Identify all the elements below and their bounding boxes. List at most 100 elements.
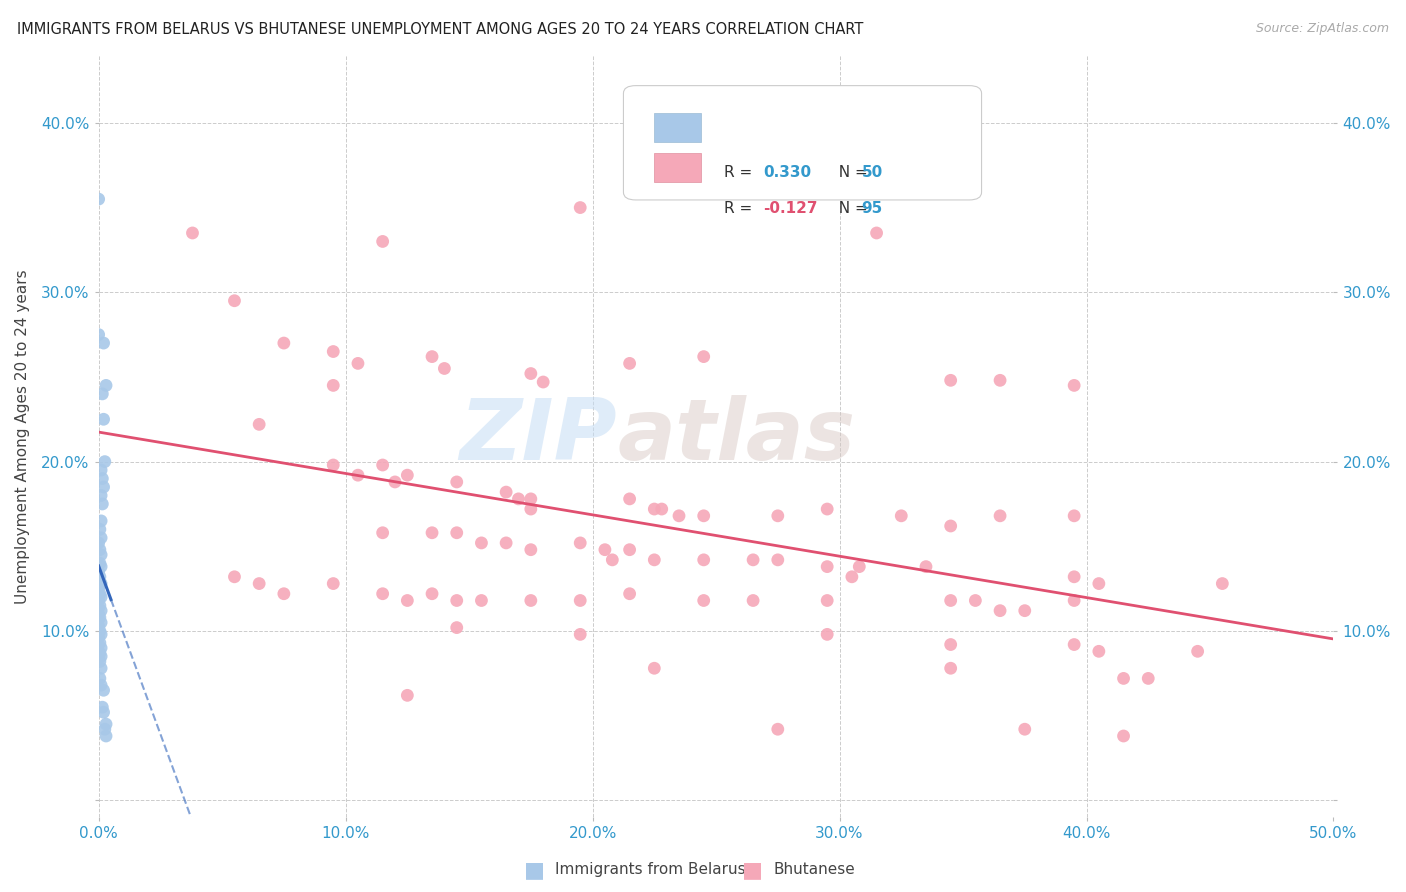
Point <box>93 683 115 698</box>
Point <box>495 485 517 500</box>
Point <box>90 463 112 477</box>
Point <box>1137 672 1160 686</box>
Point <box>668 508 690 523</box>
Point <box>531 375 554 389</box>
Point <box>273 336 295 351</box>
Point <box>224 293 246 308</box>
Point <box>766 723 789 737</box>
Point <box>89 587 111 601</box>
Point <box>94 723 117 737</box>
Point <box>91 700 114 714</box>
Point <box>1088 644 1111 658</box>
Point <box>815 502 838 516</box>
Point <box>224 570 246 584</box>
Point <box>396 593 419 607</box>
Point <box>347 356 370 370</box>
Point <box>91 471 114 485</box>
Point <box>988 508 1011 523</box>
Point <box>94 729 117 743</box>
Point <box>520 542 543 557</box>
Text: -0.127: -0.127 <box>763 201 818 216</box>
Point <box>247 576 270 591</box>
Point <box>94 455 117 469</box>
Point <box>939 373 962 387</box>
Point <box>89 610 111 624</box>
Point <box>89 646 111 660</box>
Point <box>322 576 344 591</box>
Point <box>247 417 270 432</box>
Text: N =: N = <box>830 201 873 216</box>
Point <box>1063 593 1085 607</box>
Point <box>593 542 616 557</box>
Point <box>915 559 938 574</box>
Point <box>1112 729 1135 743</box>
Point <box>890 508 912 523</box>
Point <box>1112 672 1135 686</box>
Text: ■: ■ <box>742 860 762 880</box>
FancyBboxPatch shape <box>623 86 981 200</box>
Point <box>273 587 295 601</box>
Point <box>89 655 111 669</box>
Point <box>520 367 543 381</box>
Point <box>371 235 394 249</box>
Point <box>91 387 114 401</box>
Point <box>693 350 716 364</box>
Point <box>939 638 962 652</box>
Point <box>965 593 987 607</box>
Point <box>87 582 110 596</box>
Point <box>89 636 111 650</box>
Point <box>90 531 112 545</box>
Point <box>1063 378 1085 392</box>
Point <box>90 649 112 664</box>
Point <box>94 717 117 731</box>
Point <box>569 627 592 641</box>
Point <box>89 624 111 638</box>
Point <box>643 502 665 516</box>
Text: Source: ZipAtlas.com: Source: ZipAtlas.com <box>1256 22 1389 36</box>
Point <box>396 468 419 483</box>
Point <box>569 201 592 215</box>
Point <box>420 587 443 601</box>
Point <box>693 508 716 523</box>
Point <box>90 640 112 655</box>
Point <box>1211 576 1233 591</box>
Text: 95: 95 <box>862 201 883 216</box>
Bar <box>654 153 702 182</box>
Point <box>766 508 789 523</box>
Point <box>322 378 344 392</box>
Point <box>602 553 624 567</box>
Point <box>495 536 517 550</box>
Point <box>89 570 111 584</box>
Point <box>988 604 1011 618</box>
Point <box>742 553 765 567</box>
Text: 0.330: 0.330 <box>763 165 811 180</box>
Text: ■: ■ <box>524 860 544 880</box>
Point <box>87 607 110 621</box>
Text: N =: N = <box>830 165 873 180</box>
Point <box>643 661 665 675</box>
Text: Immigrants from Belarus: Immigrants from Belarus <box>555 863 747 877</box>
Point <box>815 627 838 641</box>
Point <box>1063 638 1085 652</box>
Point <box>396 689 419 703</box>
Point <box>90 576 112 591</box>
Point <box>446 621 468 635</box>
Point <box>619 587 641 601</box>
Point <box>470 593 492 607</box>
Point <box>94 378 117 392</box>
Point <box>643 553 665 567</box>
Point <box>619 491 641 506</box>
Point <box>322 344 344 359</box>
Point <box>520 502 543 516</box>
Point <box>93 336 115 351</box>
Point <box>89 522 111 536</box>
Point <box>446 475 468 489</box>
Text: atlas: atlas <box>617 395 855 478</box>
Point <box>766 553 789 567</box>
Point <box>90 559 112 574</box>
Point <box>90 604 112 618</box>
Point <box>384 475 406 489</box>
Point <box>89 556 111 570</box>
Point <box>420 350 443 364</box>
Point <box>619 542 641 557</box>
